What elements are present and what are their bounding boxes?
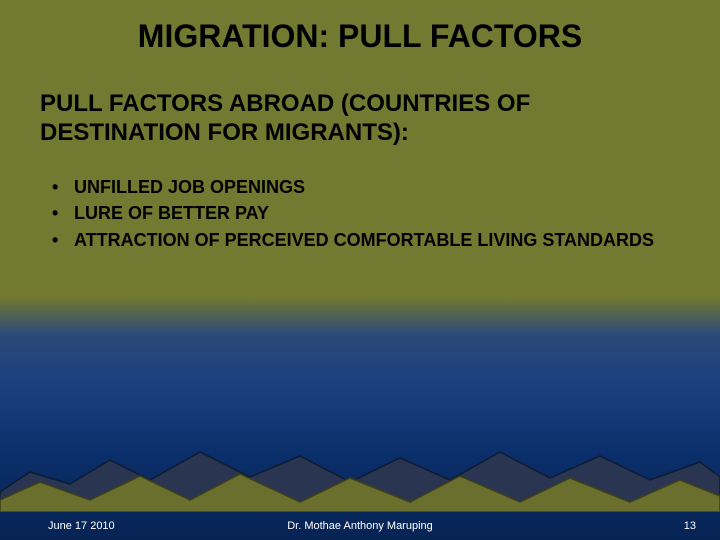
mountain-back	[0, 452, 720, 512]
footer-author: Dr. Mothae Anthony Maruping	[287, 520, 433, 532]
bullet-list: UNFILLED JOB OPENINGS LURE OF BETTER PAY…	[48, 175, 680, 254]
bullet-item: LURE OF BETTER PAY	[48, 201, 680, 225]
slide-footer: June 17 2010 Dr. Mothae Anthony Maruping…	[0, 514, 720, 532]
slide: MIGRATION: PULL FACTORS PULL FACTORS ABR…	[0, 0, 720, 540]
bullet-item: UNFILLED JOB OPENINGS	[48, 175, 680, 199]
mountain-decoration	[0, 422, 720, 512]
slide-subtitle: PULL FACTORS ABROAD (COUNTRIES OF DESTIN…	[40, 90, 680, 148]
mountain-front	[0, 474, 720, 512]
footer-date: June 17 2010	[48, 520, 115, 532]
bullet-item: ATTRACTION OF PERCEIVED COMFORTABLE LIVI…	[48, 228, 680, 252]
slide-title: MIGRATION: PULL FACTORS	[0, 18, 720, 55]
footer-page: 13	[684, 520, 696, 532]
